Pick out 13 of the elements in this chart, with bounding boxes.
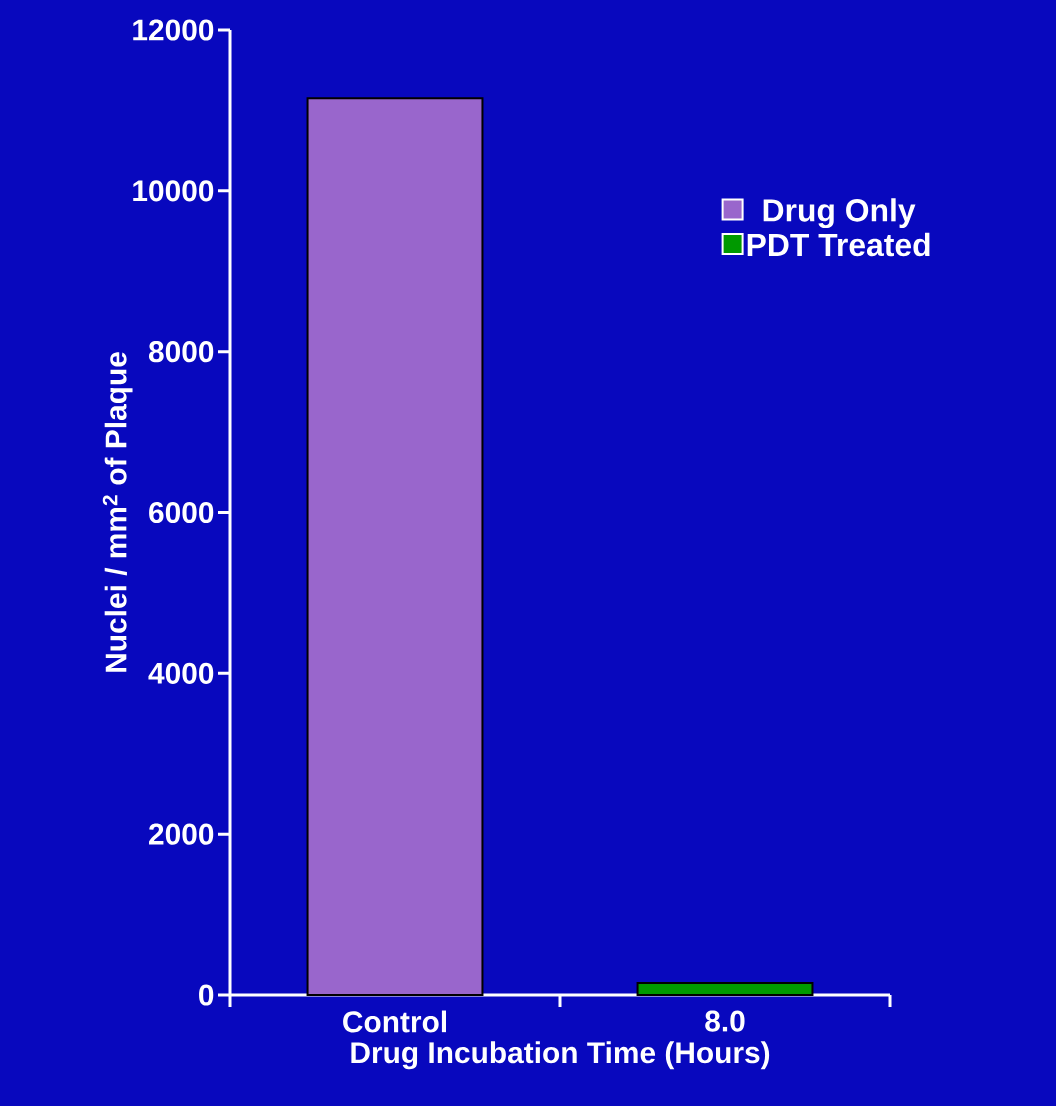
x-tick-label: 8.0 bbox=[705, 1010, 745, 1032]
y-axis-title: Nuclei / mm$^{2}$ of Plaque bbox=[102, 352, 133, 672]
y-tick-label: 12000 bbox=[133, 19, 214, 41]
y-tick-label: 8000 bbox=[148, 341, 214, 363]
y-tick-label: 0 bbox=[199, 984, 214, 1006]
legend-label: Drug Only bbox=[763, 198, 916, 229]
y-tick-label: 4000 bbox=[148, 662, 214, 684]
y-tick-label: 6000 bbox=[149, 501, 214, 524]
legend-label: PDT Treated bbox=[747, 232, 930, 257]
y-tick-label: 2000 bbox=[149, 823, 214, 845]
x-axis-title: Drug Incubation Time (Hours) bbox=[351, 1041, 770, 1070]
x-tick-label: Control bbox=[343, 1010, 447, 1033]
y-tick-label: 10000 bbox=[133, 180, 214, 202]
